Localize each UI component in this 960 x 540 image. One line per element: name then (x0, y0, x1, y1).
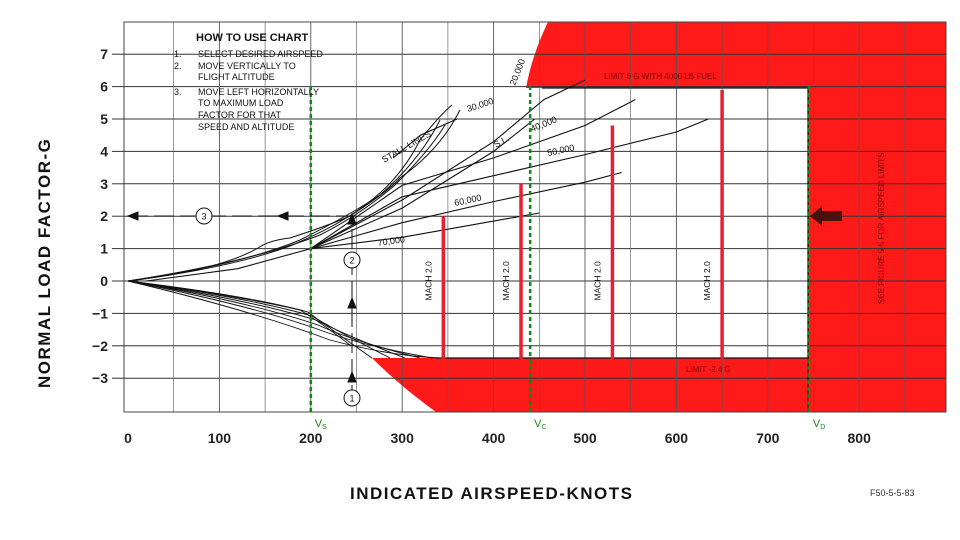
negative-stall-line (127, 280, 391, 359)
speed-marker-subscript: C (542, 424, 547, 431)
lower-limit-region (372, 358, 808, 412)
negative-stall-line (127, 280, 421, 359)
y-tick-label: 3 (100, 176, 108, 192)
callout-3-circle (195, 207, 213, 225)
callout-1-circle (343, 389, 361, 407)
how-to-step-3-line-3: FACTOR FOR THAT (198, 110, 282, 120)
mach-label: MACH 2.0 (592, 261, 602, 300)
callout-1: 1 (343, 389, 361, 407)
x-tick-label: 200 (299, 430, 323, 446)
y-tick-label: −3 (92, 370, 108, 386)
callout-1-label: 1 (349, 394, 354, 404)
lower-limit-label: LIMIT -2.4 G (686, 365, 731, 374)
y-tick-label: 7 (100, 46, 108, 62)
upper-limit-label: LIMIT 6 G WITH 4000 LB FUEL (604, 72, 717, 81)
altitude-label-20000: 20,000 (508, 57, 528, 86)
negative-stall-line (127, 280, 406, 359)
y-axis-title: NORMAL LOAD FACTOR-G (35, 138, 54, 388)
how-to-title: HOW TO USE CHART (196, 32, 309, 44)
stall-lines-positive (127, 104, 461, 282)
stall-line (127, 119, 441, 282)
speed-marker-subscript: D (820, 424, 825, 431)
how-to-step-3-line-4: SPEED AND ALTITUDE (198, 122, 294, 132)
altitude-label-40000: 40,000 (529, 114, 558, 134)
x-tick-label: 500 (573, 430, 597, 446)
arrowhead-up (347, 212, 357, 225)
y-tick-labels: 7 6 5 4 3 2 1 0 −1 −2 −3 (92, 46, 124, 386)
mach-label: MACH 2.0 (501, 261, 511, 300)
limit-envelope-outline (436, 87, 809, 359)
y-tick-label: 6 (100, 79, 108, 95)
how-to-step-2-line-2: FLIGHT ALTITUDE (198, 72, 275, 82)
x-tick-label: 800 (848, 430, 872, 446)
altitude-curve (146, 118, 536, 282)
plot-frame (123, 21, 947, 413)
altitude-label-sl: S.L. (492, 133, 511, 150)
stall-line (127, 104, 453, 282)
how-to-step-2-line-1: MOVE VERTICALLY TO (198, 61, 296, 71)
x-tick-label: 600 (665, 430, 689, 446)
how-to-step-1-num: 1. (174, 49, 182, 59)
callout-2-circle (343, 251, 361, 269)
y-tick-label: 1 (100, 241, 108, 257)
negative-stall-line (127, 280, 373, 359)
y-tick-label: −2 (92, 338, 108, 354)
y-tick-label: 2 (100, 208, 108, 224)
x-tick-labels: 0 100 200 300 400 500 600 700 800 (124, 430, 871, 446)
how-to-step-3-line-1: MOVE LEFT HORIZONTALLY (198, 87, 319, 97)
arrowhead-up-low (347, 370, 357, 383)
callout-3: 3 (195, 207, 213, 225)
how-to-step-1-line-1: SELECT DESIRED AIRSPEED (198, 49, 323, 59)
altitude-curve (310, 79, 586, 250)
mach-lines: MACH 2.0 MACH 2.0 MACH 2.0 MACH 2.0 (423, 89, 724, 359)
mach-label: MACH 2.0 (423, 261, 433, 300)
altitude-curve (392, 118, 458, 159)
callout-2: 2 (343, 251, 361, 269)
y-tick-label: 0 (100, 273, 108, 289)
callout-3-label: 3 (201, 212, 206, 222)
y-tick-label: −1 (92, 305, 108, 321)
altitude-curves (146, 79, 709, 282)
how-to-step-2-num: 2. (174, 61, 182, 71)
speed-marker-subscript: S (322, 424, 327, 431)
arrowhead-up-mid (347, 296, 357, 309)
speed-marker-label: VC (534, 418, 546, 431)
y-tick-label: 4 (100, 143, 108, 159)
x-tick-label: 700 (756, 430, 780, 446)
stall-line (127, 109, 461, 282)
x-tick-label: 100 (208, 430, 232, 446)
mach-label: MACH 2.0 (702, 261, 712, 300)
negative-stall-line (127, 280, 351, 346)
speed-marker-label: VD (813, 418, 825, 431)
altitude-curve (310, 118, 709, 250)
arrowhead-left (126, 211, 139, 221)
x-tick-label: 400 (482, 430, 506, 446)
negative-stall-line (127, 280, 441, 359)
y-tick-label: 5 (100, 111, 108, 127)
side-note-arrow (810, 206, 842, 226)
x-axis-title: INDICATED AIRSPEED-KNOTS (350, 484, 633, 503)
stall-lines-negative (127, 280, 441, 359)
speed-marker-label: VS (315, 418, 327, 431)
callout-2-label: 2 (349, 256, 354, 266)
altitude-curve (310, 212, 540, 250)
stall-line (127, 124, 446, 282)
figure-id: F50-5-5-83 (870, 488, 915, 498)
side-limit-note: SEE FIGURE 5-5 FOR AIRSPEED LIMITS (877, 152, 886, 304)
altitude-label-50000: 50,000 (546, 142, 575, 158)
x-tick-label: 300 (391, 430, 415, 446)
altitude-curve (310, 99, 636, 250)
how-to-step-3-num: 3. (174, 87, 182, 97)
arrowhead-left-mid (276, 211, 289, 221)
altitude-label-70000: 70,000 (377, 234, 406, 248)
altitude-label-30000: 30,000 (466, 96, 495, 114)
how-to-step-3-line-2: TO MAXIMUM LOAD (198, 98, 284, 108)
stall-lines-label: STALL LINES (380, 129, 433, 165)
altitude-curve (310, 171, 622, 250)
x-tick-label: 0 (124, 430, 132, 446)
how-to-box: HOW TO USE CHART 1. SELECT DESIRED AIRSP… (174, 32, 323, 132)
instruction-arrows (126, 211, 357, 405)
